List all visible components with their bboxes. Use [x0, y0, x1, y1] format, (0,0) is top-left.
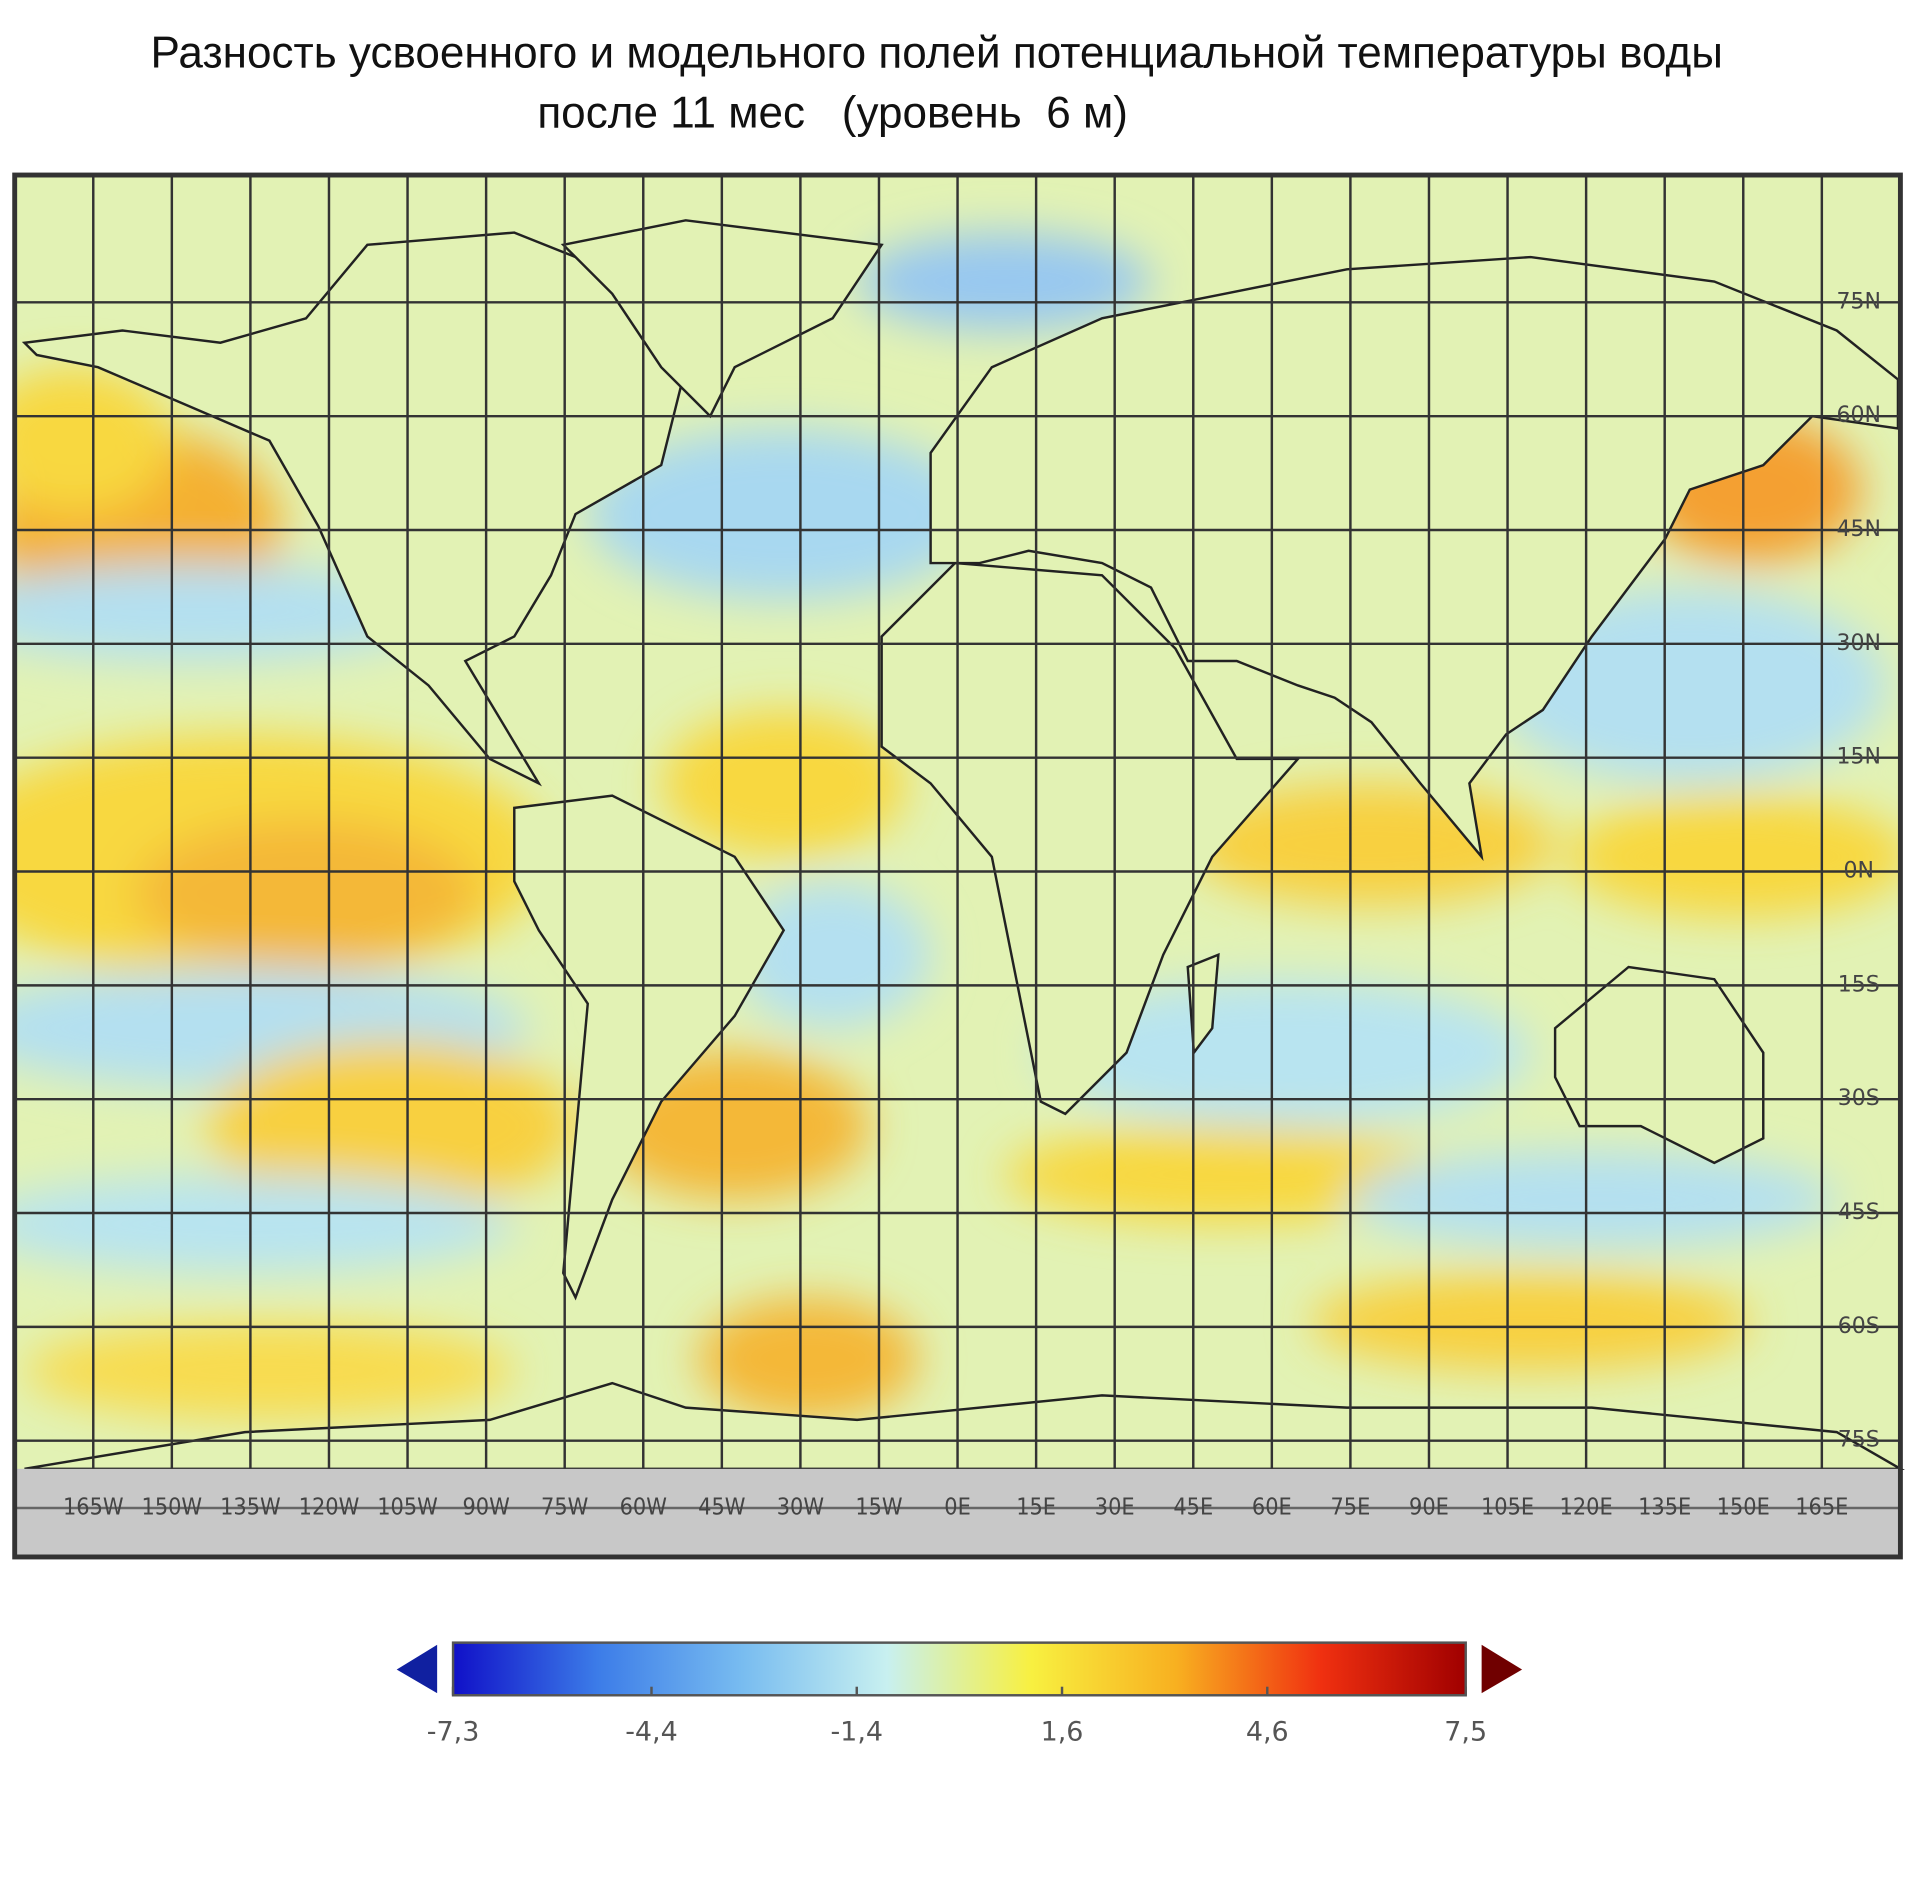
lon-label: 30E — [1095, 1494, 1135, 1521]
lon-label: 45E — [1173, 1494, 1213, 1521]
colorbar-label: -7,3 — [427, 1717, 480, 1748]
lon-label: 45W — [698, 1494, 745, 1521]
lon-label: 60E — [1252, 1494, 1292, 1521]
lat-label: 0N — [1844, 859, 1874, 884]
lat-label: 75N — [1837, 289, 1881, 314]
colorbar-gradient — [451, 1641, 1467, 1697]
map: 165W 150W 135W 120W 105W 90W 75W 60W 45W 30W 15W 0E… — [12, 172, 1905, 1560]
anomaly-field — [17, 232, 1898, 1420]
colorbar: -7,3 -4,4 -1,4 1,6 4,6 7,5 — [391, 1640, 1527, 1748]
lon-label: 30W — [777, 1494, 824, 1521]
subtitle: после 11 мес (уровень 6 м) — [537, 88, 1128, 137]
lon-label: 60W — [620, 1494, 667, 1521]
lon-label: 135E — [1638, 1494, 1691, 1521]
lon-label: 135W — [220, 1494, 281, 1521]
colorbar-over — [1479, 1640, 1527, 1698]
lat-label: 75S — [1838, 1428, 1880, 1453]
lon-label: 150E — [1717, 1494, 1770, 1521]
grid — [14, 175, 1901, 1469]
coastlines — [21, 219, 1905, 1471]
lat-label: 15S — [1838, 972, 1880, 997]
lat-label: 60N — [1837, 403, 1881, 428]
colorbar-label: -1,4 — [830, 1717, 883, 1748]
title: Разность усвоенного и модельного полей п… — [151, 28, 1723, 77]
lon-label: 105E — [1481, 1494, 1534, 1521]
lat-label: 45N — [1837, 517, 1881, 542]
colorbar-label: 1,6 — [1041, 1717, 1084, 1748]
lon-label: 0E — [944, 1494, 971, 1521]
lon-label: 90W — [462, 1494, 509, 1521]
lon-label: 75W — [541, 1494, 588, 1521]
lon-label: 105W — [377, 1494, 438, 1521]
lon-label: 165W — [63, 1494, 124, 1521]
axis-labels: 165W 150W 135W 120W 105W 90W 75W 60W 45W 30W 15W 0E… — [63, 289, 1881, 1520]
colorbar-label: -4,4 — [625, 1717, 678, 1748]
lon-label: 15W — [855, 1494, 902, 1521]
lon-label: 90E — [1409, 1494, 1449, 1521]
colorbar-label: 4,6 — [1246, 1717, 1289, 1748]
lat-label: 15N — [1837, 745, 1881, 770]
lon-label: 120E — [1560, 1494, 1613, 1521]
lon-label: 165E — [1795, 1494, 1848, 1521]
lat-label: 30S — [1838, 1086, 1880, 1111]
lon-label: 120W — [299, 1494, 360, 1521]
lat-label: 30N — [1837, 631, 1881, 656]
lon-label: 15E — [1016, 1494, 1056, 1521]
colorbar-under — [391, 1640, 440, 1698]
lat-label: 60S — [1838, 1314, 1880, 1339]
lon-label: 150W — [142, 1494, 203, 1521]
axis-band — [14, 1468, 1901, 1557]
lat-label: 45S — [1838, 1200, 1880, 1225]
map-frame — [12, 172, 1903, 1560]
lon-label: 75E — [1330, 1494, 1370, 1521]
colorbar-label: 7,5 — [1444, 1717, 1487, 1748]
